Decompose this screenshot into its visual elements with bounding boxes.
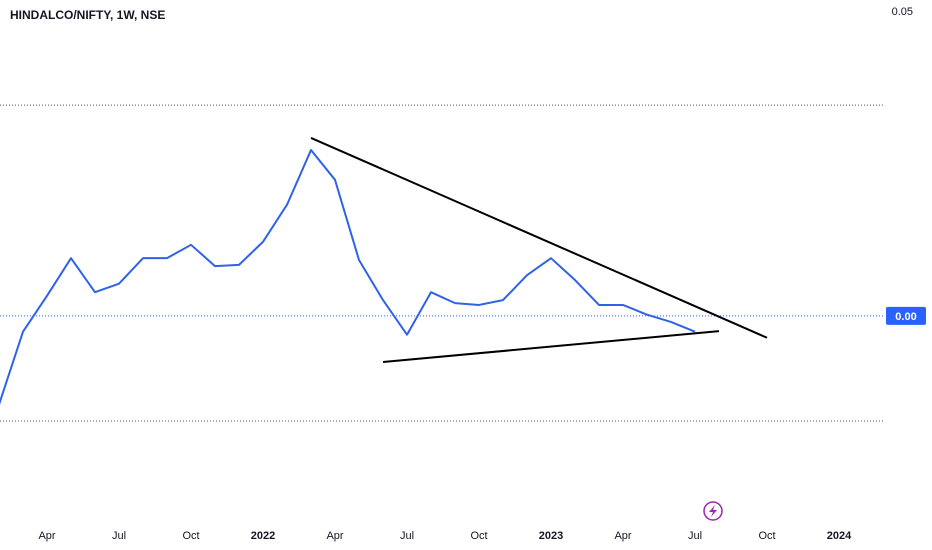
x-tick-label: Apr: [326, 530, 343, 542]
x-tick-label: Oct: [470, 530, 487, 542]
y-tick-label: 0.05: [892, 6, 913, 18]
price-axis: [885, 0, 932, 550]
x-tick-label: 2023: [539, 530, 563, 542]
price-badge-label: 0.00: [895, 311, 916, 323]
trendline: [382, 330, 720, 364]
x-tick-label: Jul: [112, 530, 126, 542]
chart-title: HINDALCO/NIFTY, 1W, NSE: [10, 8, 165, 22]
replay-icon[interactable]: [703, 501, 723, 521]
trendline: [310, 136, 768, 339]
x-tick-label: 2024: [827, 530, 852, 542]
x-tick-label: Jul: [688, 530, 702, 542]
x-tick-label: Oct: [758, 530, 775, 542]
price-line: [0, 149, 696, 405]
x-tick-label: Apr: [38, 530, 55, 542]
x-tick-label: Oct: [182, 530, 199, 542]
x-tick-label: 2022: [251, 530, 275, 542]
x-tick-label: Apr: [614, 530, 631, 542]
plot: [0, 104, 885, 422]
x-tick-label: Jul: [400, 530, 414, 542]
price-badge: [886, 306, 926, 325]
